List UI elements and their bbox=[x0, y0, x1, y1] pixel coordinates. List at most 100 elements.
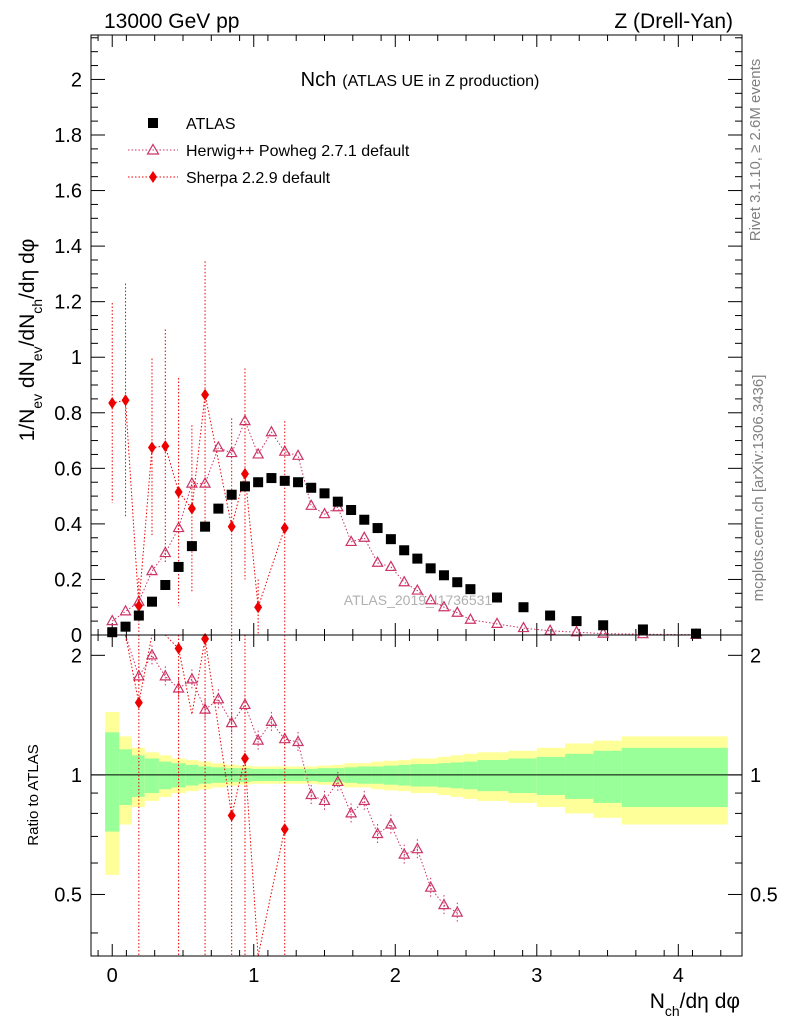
legend-herwig-marker bbox=[146, 143, 160, 155]
herwig-point bbox=[318, 507, 331, 519]
sherpa-point bbox=[134, 599, 143, 612]
ratio-sherpa-point bbox=[280, 823, 289, 836]
ratio-herwig-point bbox=[451, 905, 464, 917]
atlas-point bbox=[319, 488, 330, 499]
legend-atlas-label: ATLAS bbox=[186, 116, 236, 133]
ratio-tick-label-right: 0.5 bbox=[750, 884, 778, 906]
atlas-point bbox=[306, 482, 317, 493]
atlas-point bbox=[359, 514, 370, 525]
atlas-point bbox=[518, 602, 529, 613]
ratio-tick-label-left: 1 bbox=[71, 765, 82, 787]
atlas-point bbox=[160, 580, 171, 590]
herwig-point bbox=[345, 535, 358, 547]
herwig-point bbox=[570, 625, 583, 637]
herwig-point bbox=[292, 449, 305, 460]
ratio-band-green bbox=[565, 753, 594, 799]
sherpa-point bbox=[254, 601, 263, 614]
atlas-point bbox=[438, 570, 449, 581]
ratio-sherpa-point bbox=[227, 809, 236, 822]
ratio-band-green bbox=[593, 750, 622, 803]
sherpa-point bbox=[121, 394, 130, 407]
ratio-herwig-point bbox=[318, 794, 331, 806]
ratio-herwig-point bbox=[212, 692, 225, 704]
y-tick-label: 1.4 bbox=[54, 236, 82, 258]
ratio-herwig-point bbox=[132, 669, 145, 681]
legend: ATLAS Herwig++ Powheg 2.7.1 default Sher… bbox=[128, 116, 410, 187]
y-tick-label: 1 bbox=[71, 347, 82, 369]
ratio-sherpa-point bbox=[174, 642, 183, 655]
x-axis-label: Nch/dη dφ bbox=[650, 990, 740, 1019]
atlas-point bbox=[239, 481, 250, 492]
x-tick-label: 2 bbox=[390, 965, 401, 987]
ratio-sherpa-point bbox=[240, 752, 249, 765]
sherpa-point bbox=[201, 388, 210, 401]
ratio-plot-frame bbox=[90, 634, 743, 957]
ratio-sherpa-point bbox=[201, 632, 210, 645]
atlas-point bbox=[107, 627, 118, 638]
herwig-point bbox=[358, 531, 371, 542]
herwig-point bbox=[199, 476, 212, 488]
header-right: Z (Drell-Yan) bbox=[614, 10, 733, 33]
y-tick-label: 0.6 bbox=[54, 458, 82, 480]
atlas-point bbox=[173, 561, 184, 572]
atlas-point bbox=[186, 541, 197, 552]
ratio-band-green bbox=[105, 732, 120, 832]
atlas-point bbox=[332, 496, 343, 507]
y-tick-label: 0.2 bbox=[54, 569, 82, 591]
ratio-band-green bbox=[463, 761, 478, 790]
y-tick-label: 0.8 bbox=[54, 403, 82, 425]
x-tick-label: 4 bbox=[673, 965, 684, 987]
atlas-point bbox=[253, 477, 264, 488]
sherpa-line bbox=[112, 394, 286, 608]
ratio-band-green bbox=[536, 756, 566, 795]
x-tick-label: 0 bbox=[107, 965, 118, 987]
atlas-point bbox=[425, 563, 436, 574]
y-tick-label: 1.8 bbox=[54, 125, 82, 147]
atlas-point bbox=[372, 523, 383, 534]
atlas-point bbox=[279, 475, 290, 486]
atlas-point bbox=[399, 545, 410, 556]
sherpa-point bbox=[147, 441, 156, 454]
sherpa-point bbox=[108, 397, 117, 410]
herwig-point bbox=[159, 546, 172, 558]
ratio-herwig-point bbox=[371, 827, 384, 839]
legend-sherpa-marker bbox=[149, 171, 157, 183]
ratio-herwig-point bbox=[145, 648, 159, 660]
herwig-point bbox=[597, 626, 610, 638]
legend-sherpa-label: Sherpa 2.2.9 default bbox=[186, 170, 331, 187]
ratio-herwig-point bbox=[384, 817, 397, 829]
atlas-point bbox=[346, 505, 357, 515]
ratio-herwig-point bbox=[305, 788, 318, 800]
ratio-herwig-point bbox=[278, 732, 291, 744]
herwig-point bbox=[119, 604, 132, 616]
herwig-point bbox=[278, 444, 291, 456]
ratio-band-green bbox=[119, 749, 133, 805]
ratio-herwig-point bbox=[159, 669, 172, 681]
y-tick-label: 2 bbox=[71, 69, 82, 91]
sherpa-point bbox=[280, 522, 289, 535]
ratio-tick-label-right: 2 bbox=[750, 645, 761, 667]
atlas-point bbox=[545, 610, 556, 621]
atlas-point bbox=[492, 592, 503, 603]
herwig-point bbox=[517, 621, 530, 633]
herwig-line bbox=[111, 419, 697, 636]
herwig-point bbox=[411, 583, 424, 595]
herwig-point bbox=[437, 600, 450, 612]
ratio-herwig-point bbox=[411, 842, 424, 854]
data-series bbox=[106, 261, 703, 957]
herwig-point bbox=[464, 612, 477, 624]
atlas-point bbox=[200, 521, 211, 532]
y-tick-label: 0.4 bbox=[54, 514, 82, 536]
ratio-herwig-point bbox=[437, 898, 450, 910]
y-tick-label: 1.2 bbox=[54, 292, 82, 314]
herwig-point bbox=[265, 425, 278, 437]
herwig-point bbox=[145, 564, 159, 576]
sherpa-point bbox=[240, 467, 249, 480]
atlas-point bbox=[146, 596, 157, 607]
atlas-point bbox=[571, 616, 582, 627]
herwig-point bbox=[384, 560, 397, 572]
herwig-point bbox=[225, 446, 238, 458]
ratio-herwig-point bbox=[358, 794, 371, 806]
atlas-point bbox=[452, 577, 463, 588]
